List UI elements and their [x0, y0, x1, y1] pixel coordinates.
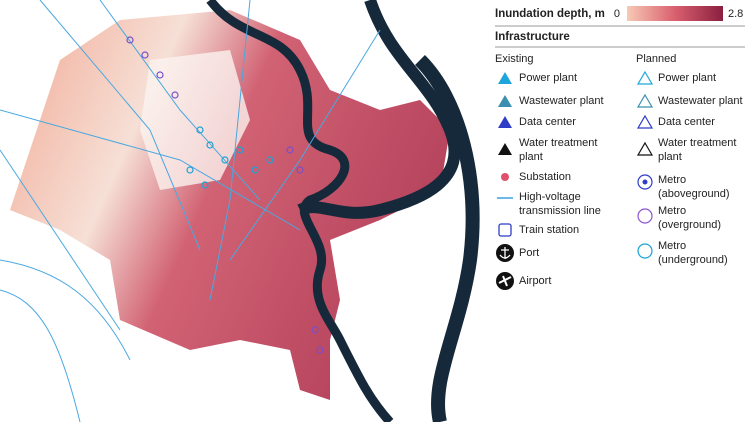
legend-label: Wastewater plant [519, 95, 604, 107]
metro-stations [186, 126, 274, 189]
legend-label: Wastewater plant [658, 95, 743, 107]
legend-label: Metro [658, 174, 686, 186]
legend-label: (underground) [658, 254, 728, 266]
scale-min: 0 [614, 8, 620, 20]
infrastructure-title: Infrastructure [495, 31, 570, 43]
legend-icons [636, 70, 654, 259]
legend-label: Water treatment [658, 137, 736, 149]
legend-label: Water treatment [519, 137, 597, 149]
legend-label: Airport [519, 275, 551, 287]
legend-label: Power plant [519, 72, 577, 84]
river [414, 55, 480, 424]
dry-area [140, 50, 250, 190]
legend-title: Inundation depth, m [495, 8, 605, 20]
metro-stations [126, 36, 324, 354]
legend-label: Port [519, 247, 539, 259]
legend-label: Data center [658, 116, 715, 128]
map [0, 0, 480, 426]
existing-title: Existing [495, 53, 534, 65]
legend-label: Train station [519, 224, 579, 236]
inundation-area [10, 10, 450, 400]
transmission-line [0, 0, 381, 423]
legend-label: transmission line [519, 205, 601, 217]
legend-label: Data center [519, 116, 576, 128]
legend-label: Metro [658, 205, 686, 217]
legend-label: (aboveground) [658, 188, 730, 200]
legend-label: Substation [519, 171, 571, 183]
legend-label: plant [519, 151, 543, 163]
planned-title: Planned [636, 53, 676, 65]
river [297, 0, 461, 219]
legend-label: Power plant [658, 72, 716, 84]
legend-label: Metro [658, 240, 686, 252]
legend-labels: Power plant Wastewater plant Data center Wa… [519, 72, 743, 287]
color-scale [627, 6, 723, 21]
scale-max: 2.8 [728, 8, 743, 20]
legend-label: High-voltage [519, 191, 581, 203]
legend-label: plant [658, 151, 682, 163]
legend-label: (overground) [658, 219, 721, 231]
legend-icons [496, 72, 514, 290]
river [206, 0, 394, 426]
